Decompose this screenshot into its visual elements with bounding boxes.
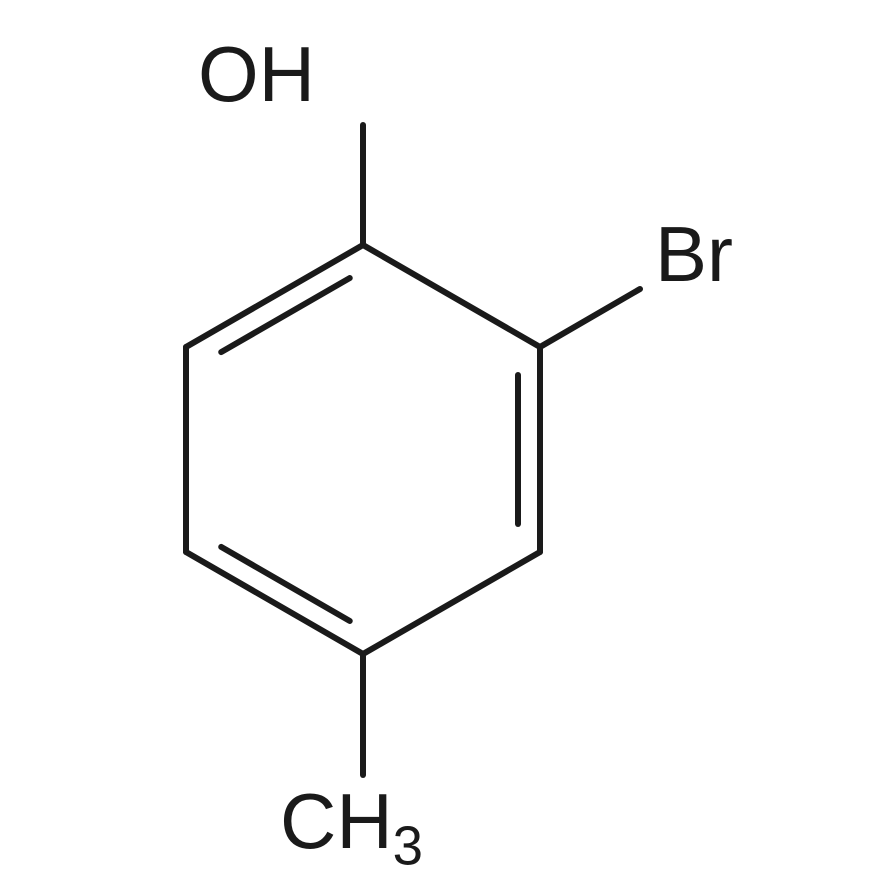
methyl-label: CH3 — [280, 782, 423, 860]
bromine-label: Br — [655, 215, 733, 293]
chemical-structure-canvas: OH Br CH3 — [0, 0, 890, 890]
bond-layer — [0, 0, 890, 890]
hydroxyl-label: OH — [198, 35, 315, 113]
